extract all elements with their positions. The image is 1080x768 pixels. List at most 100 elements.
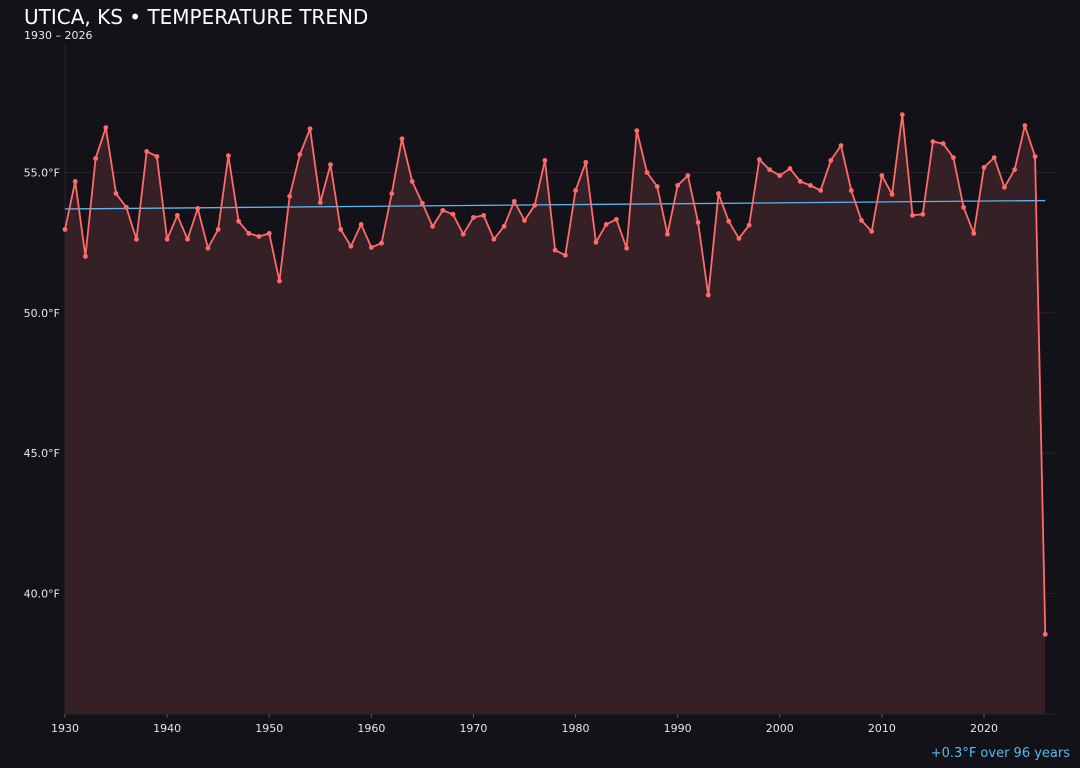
- x-tick-label: 1980: [562, 722, 590, 735]
- data-point: [511, 198, 517, 204]
- data-point: [83, 253, 88, 259]
- data-point: [552, 247, 558, 253]
- chart-subtitle: 1930 – 2026: [24, 29, 93, 42]
- data-point: [103, 125, 109, 130]
- data-point: [777, 173, 783, 178]
- data-point: [614, 216, 619, 222]
- data-point: [899, 112, 905, 118]
- x-tick-label: 2010: [868, 722, 896, 735]
- data-point: [277, 278, 282, 284]
- data-point: [419, 200, 425, 206]
- data-point: [859, 218, 864, 223]
- data-point: [950, 155, 956, 161]
- data-point: [317, 200, 323, 205]
- data-point: [573, 188, 578, 193]
- data-point: [910, 213, 915, 218]
- data-point: [164, 236, 170, 242]
- data-point: [430, 223, 435, 229]
- data-point: [675, 182, 681, 188]
- data-point: [1002, 184, 1007, 190]
- data-point: [174, 213, 180, 218]
- data-point: [879, 173, 885, 178]
- data-point: [940, 141, 946, 146]
- x-tick-label: 1970: [459, 722, 487, 735]
- data-point: [634, 128, 640, 134]
- data-point: [808, 182, 813, 188]
- data-point: [379, 240, 384, 246]
- data-point: [1032, 154, 1038, 159]
- data-point: [1012, 167, 1018, 173]
- data-point: [767, 167, 772, 173]
- y-tick-label: 55.0°F: [24, 166, 60, 179]
- data-point: [246, 230, 252, 236]
- data-point: [72, 179, 78, 184]
- data-point: [307, 126, 313, 132]
- data-point: [409, 179, 415, 184]
- data-point: [705, 292, 711, 298]
- data-point: [1022, 123, 1028, 129]
- data-point: [134, 236, 139, 242]
- data-point: [287, 193, 293, 199]
- data-point: [828, 158, 834, 163]
- data-point: [338, 227, 344, 232]
- data-point: [399, 136, 405, 142]
- data-point: [348, 243, 354, 249]
- data-point: [971, 230, 977, 236]
- data-point: [481, 213, 487, 218]
- data-point: [838, 143, 844, 148]
- data-point: [532, 202, 538, 208]
- data-point: [328, 162, 333, 168]
- data-point: [297, 152, 303, 157]
- data-point: [593, 239, 599, 245]
- data-point: [644, 170, 650, 175]
- data-point: [583, 159, 589, 165]
- data-point: [603, 221, 609, 227]
- data-point: [358, 221, 364, 227]
- y-tick-label: 50.0°F: [24, 307, 60, 320]
- data-point: [869, 229, 875, 234]
- data-point: [746, 222, 752, 228]
- data-point: [266, 230, 272, 236]
- data-point: [113, 191, 119, 196]
- data-point: [256, 234, 262, 239]
- data-point: [991, 155, 997, 161]
- data-point: [981, 165, 987, 170]
- data-point: [920, 211, 926, 217]
- data-point: [624, 245, 630, 251]
- data-point: [450, 211, 456, 217]
- data-point: [185, 236, 190, 242]
- data-point: [889, 191, 895, 197]
- data-point: [195, 205, 201, 211]
- data-point: [123, 204, 129, 210]
- x-tick-label: 1990: [664, 722, 692, 735]
- data-point: [440, 207, 446, 213]
- temperature-area-fill: [65, 114, 1046, 714]
- y-tick-label: 40.0°F: [24, 587, 60, 600]
- x-tick-label: 1960: [357, 722, 385, 735]
- data-point: [491, 236, 497, 242]
- data-point: [562, 252, 568, 258]
- data-point: [368, 244, 374, 250]
- data-point: [930, 139, 936, 145]
- data-point: [818, 188, 824, 193]
- data-point: [93, 156, 99, 161]
- data-point: [726, 218, 732, 224]
- data-point: [961, 204, 966, 210]
- data-point: [787, 166, 793, 171]
- data-point: [62, 227, 68, 232]
- data-point: [225, 153, 231, 159]
- x-tick-label: 1930: [51, 722, 79, 735]
- x-tick-label: 2000: [766, 722, 794, 735]
- data-point: [144, 149, 150, 154]
- data-point: [471, 214, 476, 220]
- data-point: [716, 191, 721, 196]
- x-tick-label: 2020: [970, 722, 998, 735]
- data-point: [685, 173, 691, 178]
- data-point: [665, 231, 670, 237]
- data-point: [389, 191, 395, 196]
- data-point: [695, 220, 701, 225]
- data-point: [654, 184, 660, 189]
- data-point: [756, 157, 762, 162]
- data-point: [848, 188, 854, 193]
